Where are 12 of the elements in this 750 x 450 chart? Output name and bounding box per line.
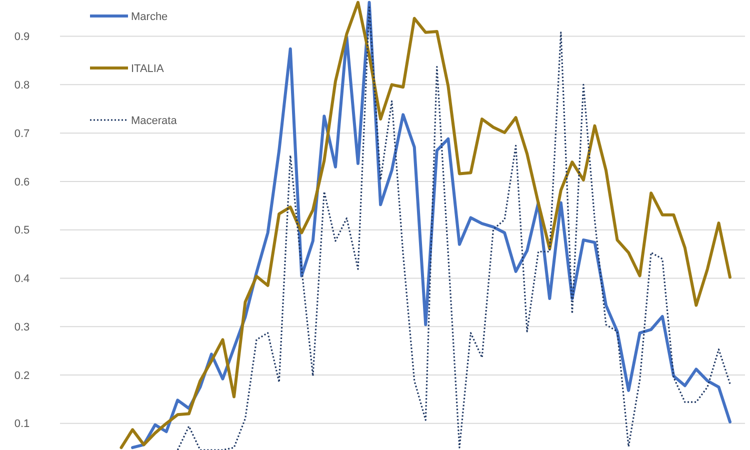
y-tick-label: 0.7 [14,128,30,140]
y-tick-label: 0.3 [14,321,30,334]
y-tick-label: 0.4 [14,273,30,286]
y-tick-label: 0.2 [14,370,30,382]
legend-label: ITALIA [131,62,164,75]
legend-label: Marche [131,10,168,23]
y-tick-label: 0.6 [14,176,30,188]
y-tick-label: 0.1 [14,418,30,430]
y-tick-label: 0.9 [14,31,30,44]
y-tick-label: 0.8 [14,80,30,92]
legend-label: Macerata [131,114,178,127]
y-tick-label: 0.5 [14,224,30,237]
